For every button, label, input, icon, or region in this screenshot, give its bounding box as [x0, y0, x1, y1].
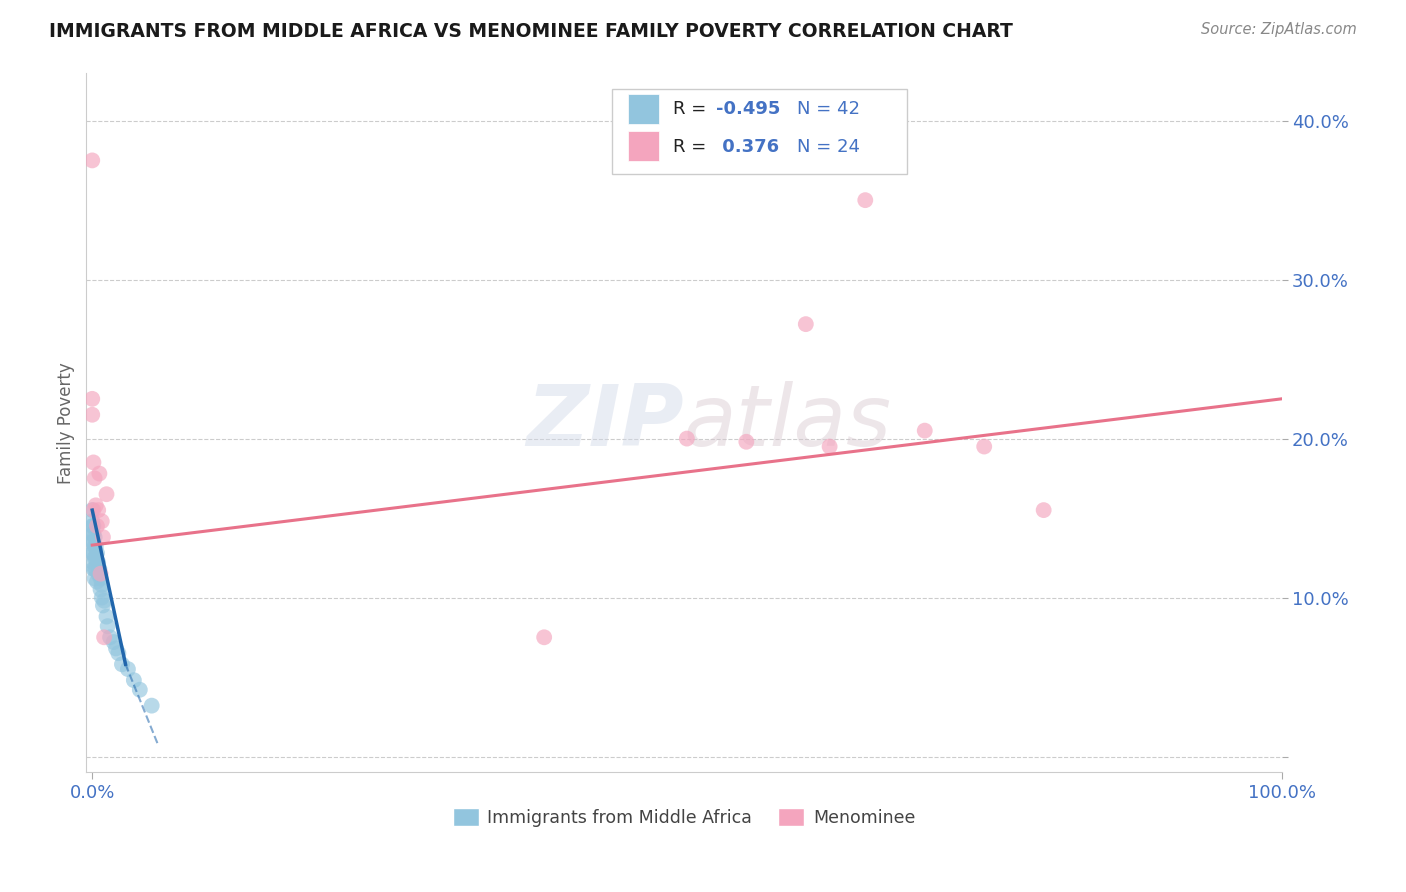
Point	[97, 619, 120, 633]
Point	[84, 499, 107, 513]
Point	[82, 535, 104, 549]
Point	[1032, 503, 1054, 517]
Point	[83, 540, 105, 554]
Point	[82, 455, 104, 469]
Point	[90, 582, 112, 597]
Point	[794, 317, 817, 331]
Point	[87, 566, 110, 581]
Point	[853, 193, 876, 207]
Point	[103, 635, 125, 649]
Text: atlas: atlas	[683, 381, 891, 464]
Point	[84, 562, 107, 576]
Point	[735, 434, 758, 449]
Point	[82, 408, 104, 422]
Text: N = 42: N = 42	[797, 101, 860, 119]
Text: 0.376: 0.376	[716, 137, 779, 155]
Point	[89, 562, 111, 576]
Point	[84, 540, 107, 554]
Point	[82, 546, 104, 560]
Point	[90, 514, 112, 528]
Point	[82, 562, 104, 576]
Point	[82, 514, 104, 528]
Point	[122, 673, 145, 688]
Point	[91, 530, 114, 544]
Point	[82, 153, 104, 168]
Point	[973, 440, 995, 454]
Text: R =: R =	[673, 101, 713, 119]
Point	[82, 519, 104, 533]
Point	[83, 530, 105, 544]
Point	[82, 535, 104, 549]
Text: ZIP: ZIP	[526, 381, 683, 464]
Point	[93, 593, 115, 607]
Point	[82, 519, 104, 533]
Point	[818, 440, 841, 454]
Point	[141, 698, 163, 713]
Legend: Immigrants from Middle Africa, Menominee: Immigrants from Middle Africa, Menominee	[446, 801, 922, 834]
Point	[96, 487, 118, 501]
Point	[82, 503, 104, 517]
Point	[90, 578, 112, 592]
Point	[111, 657, 134, 672]
Text: N = 24: N = 24	[797, 137, 860, 155]
Point	[91, 599, 114, 613]
Point	[89, 467, 111, 481]
Point	[84, 550, 107, 565]
Text: -0.495: -0.495	[716, 101, 780, 119]
Point	[676, 432, 699, 446]
Point	[86, 519, 108, 533]
Point	[83, 550, 105, 565]
Point	[98, 630, 121, 644]
Point	[82, 527, 104, 541]
Point	[87, 503, 110, 517]
Point	[93, 630, 115, 644]
Point	[82, 556, 104, 570]
Point	[83, 562, 105, 576]
Point	[82, 546, 104, 560]
Point	[117, 662, 139, 676]
Point	[107, 646, 129, 660]
Point	[105, 641, 128, 656]
Point	[90, 566, 112, 581]
Point	[96, 609, 118, 624]
Point	[83, 471, 105, 485]
Point	[86, 574, 108, 589]
Point	[83, 572, 105, 586]
Point	[914, 424, 936, 438]
Point	[86, 546, 108, 560]
Y-axis label: Family Poverty: Family Poverty	[58, 362, 75, 483]
Point	[82, 503, 104, 517]
Point	[82, 392, 104, 406]
Text: IMMIGRANTS FROM MIDDLE AFRICA VS MENOMINEE FAMILY POVERTY CORRELATION CHART: IMMIGRANTS FROM MIDDLE AFRICA VS MENOMIN…	[49, 22, 1014, 41]
Point	[90, 572, 112, 586]
Text: Source: ZipAtlas.com: Source: ZipAtlas.com	[1201, 22, 1357, 37]
Point	[128, 682, 150, 697]
Point	[87, 556, 110, 570]
Text: R =: R =	[673, 137, 713, 155]
Point	[90, 591, 112, 605]
Point	[533, 630, 555, 644]
Point	[82, 527, 104, 541]
